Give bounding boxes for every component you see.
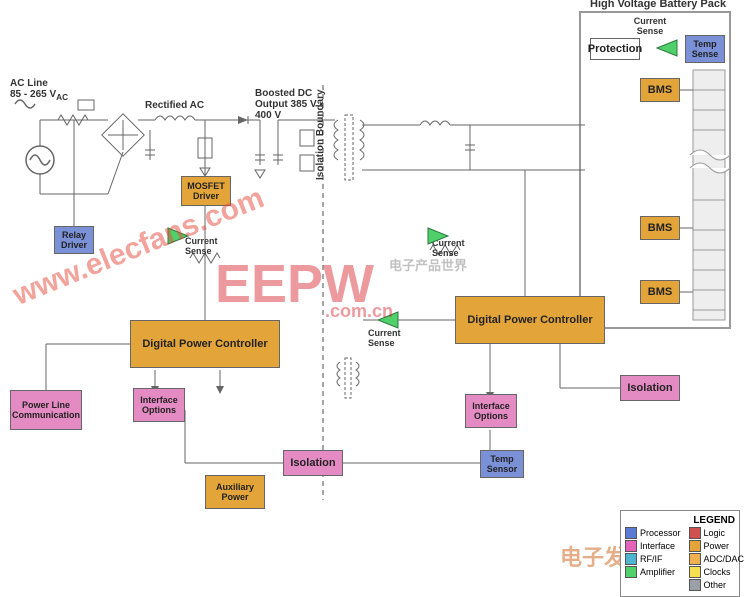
protection-block: Protection [590, 38, 640, 60]
current-sense-label-right: Current Sense [432, 238, 476, 258]
legend-col-1: Processor Interface RF/IF Amplifier [625, 526, 681, 592]
bms-block-3: BMS [640, 280, 680, 304]
temp-sensor-block: Temp Sensor [480, 450, 524, 478]
aux-power-block: Auxiliary Power [205, 475, 265, 509]
ac-line-label: AC Line 85 - 265 VAC [10, 78, 68, 102]
isolation-left-block: Isolation [283, 450, 343, 476]
legend-title: LEGEND [625, 515, 735, 526]
battery-pack-title: High Voltage Battery Pack [590, 0, 726, 10]
bms-block-1: BMS [640, 78, 680, 102]
isolation-boundary-label: Isolation Boundary [315, 80, 326, 180]
interface-left-block: Interface Options [133, 388, 185, 422]
rectified-ac-label: Rectified AC [145, 100, 204, 111]
plc-block: Power Line Communication [10, 390, 82, 430]
current-sense-label-top: Current Sense [628, 16, 672, 36]
temp-sense-block: Temp Sense [685, 35, 725, 63]
interface-right-block: Interface Options [465, 394, 517, 428]
dpc-right-block: Digital Power Controller [455, 296, 605, 344]
legend-col-2: Logic Power ADC/DAC Clocks Other [689, 526, 745, 592]
isolation-right-block: Isolation [620, 375, 680, 401]
bms-block-2: BMS [640, 216, 680, 240]
watermark-eepw: EEPW 电子产品世界 .com.cn [215, 260, 467, 319]
legend-box: LEGEND Processor Interface RF/IF Amplifi… [620, 510, 740, 597]
dpc-left-block: Digital Power Controller [130, 320, 280, 368]
current-sense-label-mid: Current Sense [368, 328, 412, 348]
